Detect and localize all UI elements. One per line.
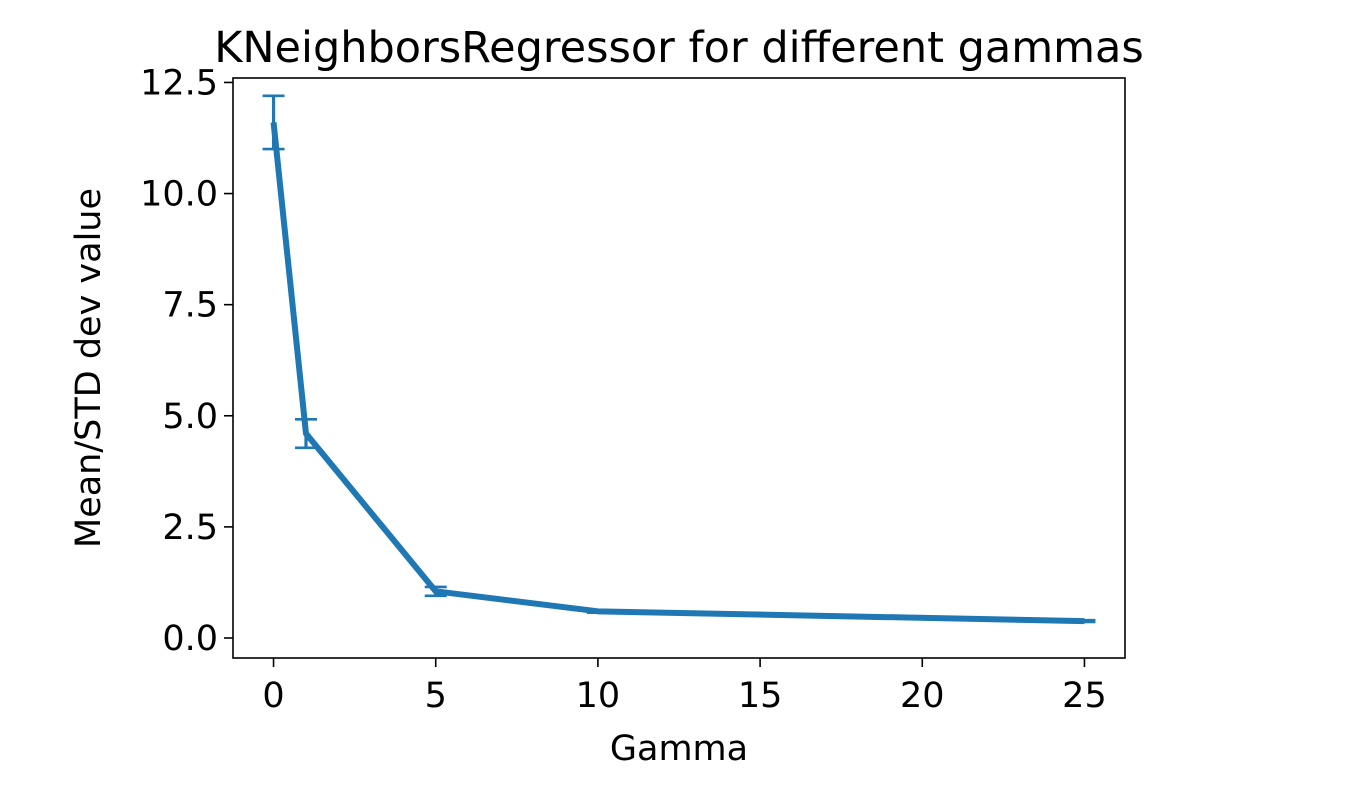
series-line [270,122,1085,625]
x-tick-label: 15 [738,676,783,716]
x-tick-label: 10 [576,676,621,716]
y-tick-label: 12.5 [140,63,218,103]
x-tick-label: 0 [262,676,284,716]
chart-title: KNeighborsRegressor for different gammas [214,23,1144,73]
x-axis-label: Gamma [610,729,748,769]
y-tick-label: 10.0 [140,175,218,215]
x-tick-label: 25 [1062,676,1107,716]
plot-area-frame [232,77,1126,659]
plot-series [262,94,1096,625]
y-tick-label: 7.5 [162,286,218,326]
y-tick-label: 2.5 [162,508,218,548]
y-tick-label: 5.0 [162,397,218,437]
x-tick-label: 20 [900,676,945,716]
y-tick-label: 0.0 [162,619,218,659]
x-tick-label: 5 [425,676,447,716]
x-axis-ticks: 0 5 10 15 20 25 [262,658,1107,716]
y-axis-ticks: 0.0 2.5 5.0 7.5 10.0 12.5 [140,63,233,659]
y-axis-label: Mean/STD dev value [69,188,109,548]
